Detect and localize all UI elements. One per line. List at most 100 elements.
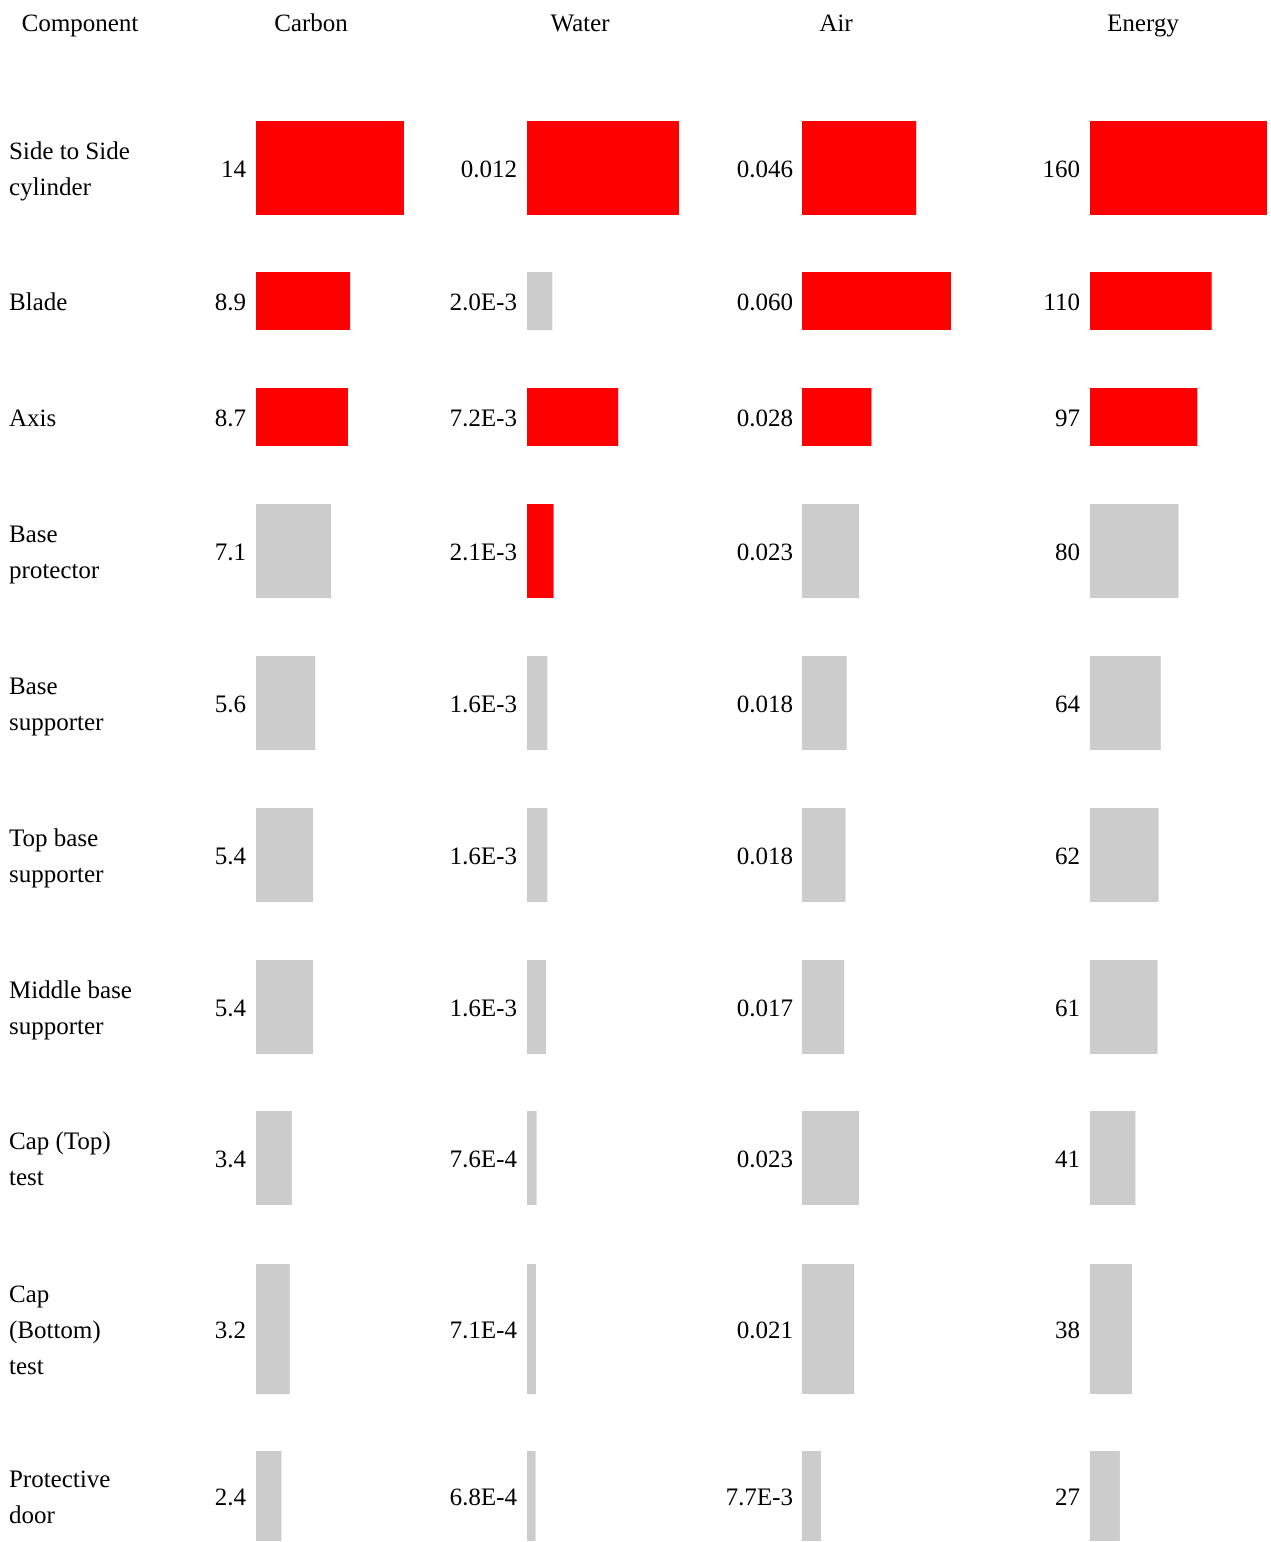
bar-carbon [256,504,332,598]
row-label-line: protector [9,557,100,584]
bar-energy [1090,121,1267,215]
bar-air [802,656,847,750]
table-row: Cap (Bottom) test 3.2 7.1E-4 0.021 38 [9,1264,1132,1394]
table-row: Middle base supporter 5.4 1.6E-3 0.017 61 [9,960,1158,1054]
row-label-line: test [9,1164,44,1191]
table-rows: Side to Side cylinder 14 0.012 0.046 160 Blade… [9,121,1267,1541]
value-label-energy: 27 [1055,1484,1080,1511]
value-label-air: 0.021 [737,1317,793,1344]
value-label-water: 1.6E-3 [450,691,517,718]
row-label-line: Blade [9,289,67,316]
value-label-carbon: 14 [221,156,247,183]
bar-water [527,656,548,750]
row-label-line: Base [9,521,58,548]
bar-air [802,1111,860,1205]
table-row: Cap (Top) test 3.4 7.6E-4 0.023 41 [9,1111,1136,1205]
row-label: Cap (Bottom) test [9,1281,101,1380]
value-label-carbon: 3.2 [215,1317,246,1344]
table-row: Blade 8.9 2.0E-3 0.060 110 [9,272,1212,330]
row-label: Middle base supporter [9,977,132,1040]
row-label-line: test [9,1353,44,1380]
value-label-energy: 38 [1055,1317,1080,1344]
value-label-energy: 110 [1043,289,1080,316]
value-label-air: 0.046 [737,156,793,183]
bar-carbon [256,808,314,902]
row-label: Cap (Top) test [9,1128,111,1191]
row-label-line: Base [9,673,58,700]
table-row: Side to Side cylinder 14 0.012 0.046 160 [9,121,1267,215]
bar-carbon [256,960,314,1054]
bar-energy [1090,656,1161,750]
value-label-air: 0.023 [737,1146,793,1173]
row-label: Protective door [9,1466,110,1529]
bar-carbon [256,656,316,750]
value-label-carbon: 5.6 [215,691,246,718]
table-row: Base supporter 5.6 1.6E-3 0.018 64 [9,656,1161,750]
row-label-line: supporter [9,1013,104,1040]
value-label-energy: 41 [1055,1146,1080,1173]
bar-energy [1090,808,1159,902]
row-label-line: supporter [9,861,104,888]
row-label: Base supporter [9,673,104,736]
row-label-line: Axis [9,405,56,432]
row-label-line: Protective [9,1466,110,1493]
value-label-energy: 64 [1055,691,1081,718]
value-label-air: 7.7E-3 [726,1484,793,1511]
bar-air [802,504,860,598]
value-label-water: 1.6E-3 [450,843,517,870]
row-label-line: Top base [9,825,98,852]
bar-carbon [256,1111,292,1205]
bar-water [527,1264,536,1394]
value-label-carbon: 7.1 [215,539,246,566]
value-label-water: 7.1E-4 [450,1317,518,1344]
bar-air [802,808,846,902]
bar-energy [1090,272,1212,330]
bar-carbon [256,121,404,215]
bar-air [802,1264,855,1394]
value-label-air: 0.060 [737,289,793,316]
value-label-carbon: 8.7 [215,405,246,432]
bar-air [802,388,872,446]
bar-energy [1090,1111,1136,1205]
value-label-air: 0.018 [737,843,793,870]
bar-air [802,272,951,330]
row-label: Base protector [9,521,100,584]
value-label-energy: 97 [1055,405,1080,432]
bar-energy [1090,960,1158,1054]
value-label-air: 0.017 [737,995,793,1022]
row-label-line: Middle base [9,977,132,1004]
row-label-line: Cap (Top) [9,1128,111,1155]
value-label-energy: 61 [1055,995,1080,1022]
value-label-air: 0.018 [737,691,793,718]
value-label-water: 0.012 [461,156,517,183]
value-label-water: 6.8E-4 [450,1484,518,1511]
bar-energy [1090,504,1179,598]
column-header-carbon: Carbon [274,10,348,37]
bar-water [527,388,619,446]
bar-energy [1090,1451,1120,1541]
row-label-line: Side to Side [9,138,130,165]
bar-water [527,121,679,215]
row-label: Top base supporter [9,825,104,888]
value-label-water: 2.0E-3 [450,289,517,316]
value-label-water: 7.6E-4 [450,1146,518,1173]
bar-water [527,1111,537,1205]
table-row: Axis 8.7 7.2E-3 0.028 97 [9,388,1198,446]
bar-air [802,1451,822,1541]
row-label-line: supporter [9,709,104,736]
value-label-carbon: 5.4 [215,995,247,1022]
bar-energy [1090,1264,1132,1394]
value-label-carbon: 5.4 [215,843,247,870]
value-label-carbon: 8.9 [215,289,246,316]
value-label-energy: 62 [1055,843,1080,870]
row-label: Axis [9,405,56,432]
value-label-carbon: 2.4 [215,1484,247,1511]
column-header-component: Component [22,10,139,37]
value-label-carbon: 3.4 [215,1146,247,1173]
value-label-water: 2.1E-3 [450,539,517,566]
value-label-water: 1.6E-3 [450,995,517,1022]
bar-carbon [256,1451,282,1541]
value-label-energy: 80 [1055,539,1080,566]
column-header-energy: Energy [1107,10,1179,37]
table-row: Base protector 7.1 2.1E-3 0.023 80 [9,504,1179,598]
